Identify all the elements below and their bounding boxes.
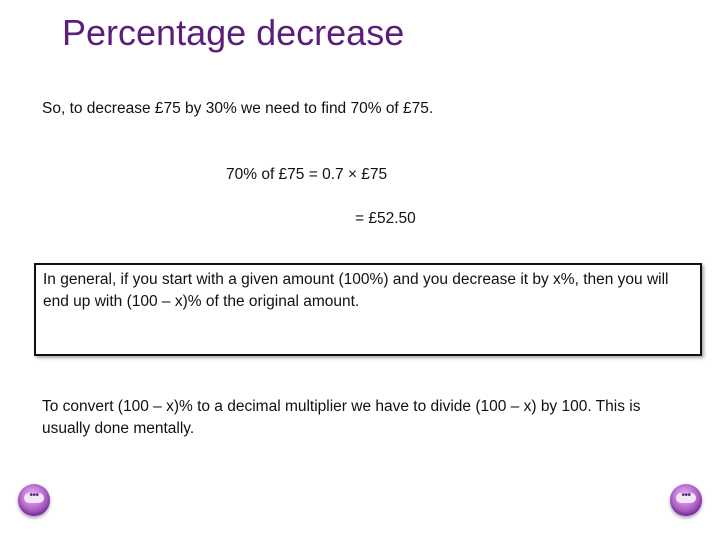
- next-slide-button[interactable]: •••: [670, 484, 702, 516]
- general-rule-box: In general, if you start with a given am…: [34, 263, 702, 356]
- calculation-line-1: 70% of £75 = 0.7 × £75: [226, 166, 388, 183]
- general-rule-text: In general, if you start with a given am…: [43, 271, 669, 310]
- intro-text: So, to decrease £75 by 30% we need to fi…: [42, 100, 434, 117]
- ellipsis-icon: •••: [676, 491, 696, 503]
- multiplier-paragraph: To convert (100 – x)% to a decimal multi…: [42, 398, 641, 437]
- previous-slide-button[interactable]: •••: [18, 484, 50, 516]
- slide-title: Percentage decrease: [62, 12, 405, 53]
- ellipsis-icon: •••: [24, 491, 44, 503]
- calculation-line-2: = £52.50: [355, 210, 416, 227]
